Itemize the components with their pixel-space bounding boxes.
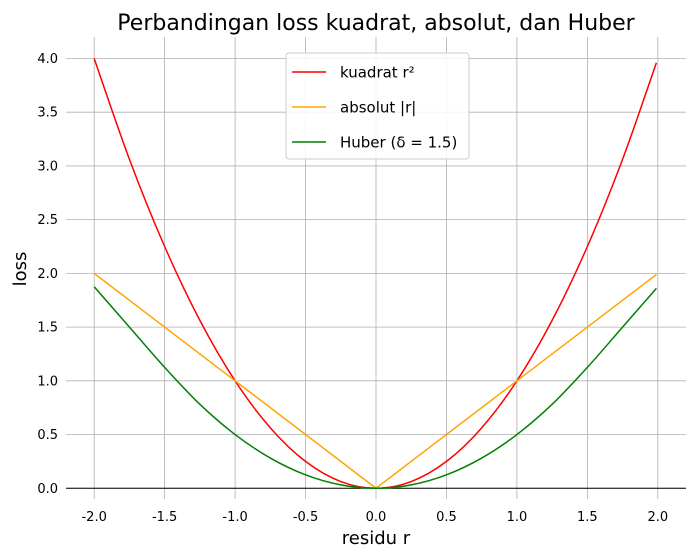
x-tick-label: 1.5 — [577, 510, 598, 525]
x-tick-label: -1.5 — [152, 510, 177, 525]
y-tick-labels: 0.0 0.5 1.0 1.5 2.0 2.5 3.0 3.5 4.0 — [37, 52, 58, 497]
y-tick-label: 0.0 — [37, 482, 58, 497]
y-tick-label: 0.5 — [37, 428, 58, 443]
series-huber-line — [93, 286, 657, 490]
y-tick-label: 1.5 — [37, 321, 58, 336]
x-tick-label: 2.0 — [647, 510, 668, 525]
legend-entry-huber-label: Huber (δ = 1.5) — [340, 134, 457, 152]
x-tick-label: 1.0 — [507, 510, 528, 525]
x-tick-label: -1.0 — [222, 510, 247, 525]
y-tick-label: 1.0 — [37, 374, 58, 389]
y-tick-label: 2.5 — [37, 213, 58, 228]
x-axis-label: residu r — [342, 528, 411, 549]
x-tick-label: -2.0 — [81, 510, 106, 525]
x-tick-label: 0.0 — [366, 510, 387, 525]
legend-box — [285, 52, 470, 160]
x-tick-label: 0.5 — [436, 510, 457, 525]
legend: kuadrat r² absolut |r| Huber (δ = 1.5) — [285, 52, 470, 160]
y-tick-label: 3.0 — [37, 159, 58, 174]
y-tick-label: 3.5 — [37, 106, 58, 121]
x-tick-label: -0.5 — [293, 510, 318, 525]
y-tick-label: 2.0 — [37, 267, 58, 282]
y-axis-label: loss — [10, 252, 31, 287]
series-group — [93, 58, 658, 490]
x-tick-labels: -2.0 -1.5 -1.0 -0.5 0.0 0.5 1.0 1.5 2.0 — [81, 510, 668, 525]
chart-title: Perbandingan loss kuadrat, absolut, dan … — [117, 11, 635, 36]
legend-entry-absolut-label: absolut |r| — [340, 99, 416, 117]
y-tick-label: 4.0 — [37, 52, 58, 67]
legend-entry-kuadrat-label: kuadrat r² — [340, 64, 415, 82]
